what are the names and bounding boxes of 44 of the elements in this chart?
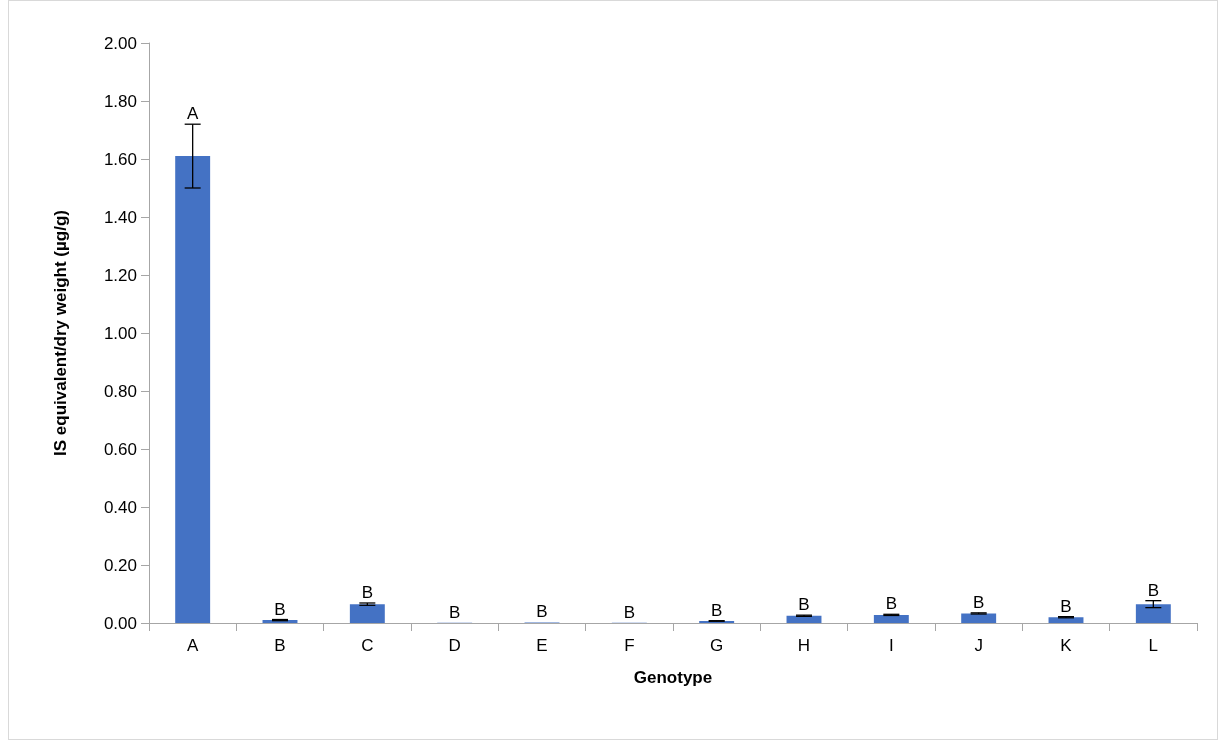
x-tick-label: G [710, 636, 724, 655]
y-tick-label: 1.80 [103, 91, 137, 111]
y-axis-title: IS equivalent/dry weight (µg/g) [51, 210, 70, 456]
annotation: B [361, 582, 374, 602]
x-tick-label: H [797, 636, 811, 655]
annotation: B [798, 595, 810, 615]
annotation: B [710, 600, 723, 620]
bar [961, 613, 997, 623]
y-tick-label: 1.00 [103, 323, 137, 343]
annotation: A [186, 104, 199, 124]
x-tick-label: D [448, 636, 461, 655]
bar [349, 604, 385, 623]
x-tick-label: A [186, 636, 199, 655]
x-tick-label: C [361, 636, 374, 655]
annotation: B [1060, 596, 1072, 616]
bar [175, 156, 211, 623]
bar [1048, 617, 1084, 623]
x-tick-label: I [888, 636, 894, 655]
x-tick-label: J [974, 636, 983, 655]
annotation: B [274, 599, 286, 619]
annotation: B [623, 602, 636, 622]
y-tick-label: 0.20 [103, 555, 137, 575]
y-tick-label: 1.60 [103, 149, 137, 169]
bar [786, 615, 822, 623]
y-tick-label: 1.40 [103, 207, 137, 227]
x-axis-title: Genotype [633, 668, 713, 687]
x-tick-label: K [1060, 636, 1073, 655]
y-tick-label: 2.00 [103, 33, 137, 53]
bar [1135, 604, 1171, 623]
x-tick-label: L [1148, 636, 1159, 655]
y-tick-label: 1.20 [103, 265, 137, 285]
y-tick-label: 0.00 [103, 613, 137, 633]
annotation: B [448, 602, 461, 622]
bar [873, 614, 909, 623]
y-tick-label: 0.80 [103, 381, 137, 401]
annotation: B [1147, 580, 1160, 600]
x-tick-label: B [274, 636, 286, 655]
x-tick-label: E [536, 636, 548, 655]
y-tick-label: 0.60 [103, 439, 137, 459]
annotation: B [972, 592, 985, 612]
x-tick-label: F [624, 636, 635, 655]
y-tick-label: 0.40 [103, 497, 137, 517]
annotation: B [536, 602, 548, 622]
annotation: B [885, 594, 898, 614]
